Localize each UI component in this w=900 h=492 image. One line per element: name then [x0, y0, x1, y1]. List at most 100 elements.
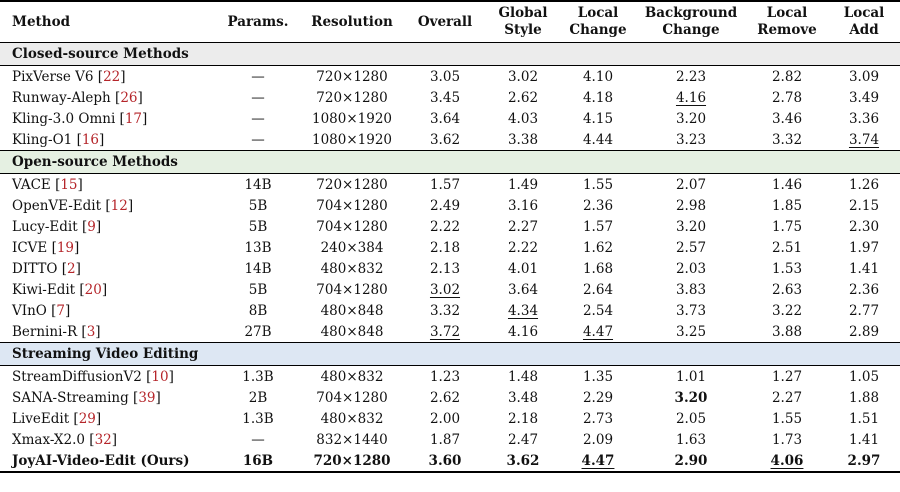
- score-value: 2.03: [675, 260, 707, 277]
- citation-link[interactable]: 10: [151, 368, 169, 385]
- score-value: 1.35: [582, 368, 614, 385]
- score-value: 3.72: [429, 323, 461, 340]
- method-cell: JoyAI-Video-Edit (Ours): [0, 450, 216, 473]
- score-cell-background-change: 3.25: [636, 321, 746, 343]
- score-value: 1.51: [848, 410, 880, 427]
- params-cell: 14B: [244, 176, 272, 193]
- score-value: 3.20: [674, 389, 708, 406]
- score-cell-background-change: 3.73: [636, 300, 746, 321]
- citation-link[interactable]: 17: [124, 110, 143, 127]
- table-row: Xmax-X2.0 [32] — 832×1440 1.87 2.47 2.09 1.63 1…: [0, 429, 900, 450]
- score-cell-local-change: 4.10: [560, 66, 636, 88]
- citation-link[interactable]: 19: [56, 239, 75, 256]
- score-value: 1.68: [582, 260, 614, 277]
- params-cell: —: [251, 68, 265, 85]
- score-cell-global-style: 4.03: [486, 108, 560, 129]
- section-header-row: Streaming Video Editing: [0, 342, 900, 366]
- score-value: 4.15: [582, 110, 614, 127]
- method-cell: VInO [7]: [12, 302, 71, 319]
- score-cell-local-add: 2.15: [828, 195, 900, 216]
- score-cell-background-change: 3.20: [636, 387, 746, 408]
- score-value: 3.64: [507, 281, 539, 298]
- score-value: 2.29: [582, 389, 614, 406]
- table-row: VACE [15] 14B 720×1280 1.57 1.49 1.55 2.07 1.46…: [0, 174, 900, 196]
- results-table: Method Params. Resolution Overall Global Styl…: [0, 1, 900, 473]
- params-cell: 13B: [244, 239, 272, 256]
- citation-link[interactable]: 2: [67, 260, 76, 277]
- score-value: 4.44: [582, 131, 614, 148]
- citation-link[interactable]: 22: [103, 68, 121, 85]
- score-value: 1.41: [848, 431, 880, 448]
- score-value: 3.73: [675, 302, 707, 319]
- score-cell-local-remove: 2.51: [746, 237, 828, 258]
- score-cell-global-style: 3.38: [486, 129, 560, 151]
- column-header-local-add: Local Add: [843, 5, 885, 38]
- table-row: Kling-O1 [16] — 1080×1920 3.62 3.38 4.44 3.23 3…: [0, 129, 900, 151]
- method-name: DITTO: [12, 260, 58, 277]
- citation-link[interactable]: 12: [110, 197, 128, 214]
- citation-link[interactable]: 16: [81, 131, 100, 148]
- score-value: 4.18: [582, 89, 614, 106]
- citation-link[interactable]: 9: [87, 218, 96, 235]
- method-cell: Bernini-R [3]: [12, 323, 101, 340]
- citation-link[interactable]: 3: [86, 323, 96, 340]
- score-cell-background-change: 1.01: [636, 366, 746, 388]
- score-cell-local-add: 1.41: [828, 429, 900, 450]
- section-header-row: Open-source Methods: [0, 150, 900, 174]
- score-value: 1.73: [771, 431, 803, 448]
- score-value: 4.34: [507, 302, 539, 319]
- resolution-cell: 1080×1920: [311, 110, 393, 127]
- score-cell-local-change: 1.35: [560, 366, 636, 388]
- score-cell-global-style: 1.48: [486, 366, 560, 388]
- score-value: 3.09: [848, 68, 880, 85]
- score-cell-local-remove: 3.22: [746, 300, 828, 321]
- citation-link[interactable]: 26: [120, 89, 138, 106]
- score-cell-background-change: 3.20: [636, 216, 746, 237]
- score-cell-overall: 3.05: [404, 66, 486, 88]
- score-cell-local-remove: 1.73: [746, 429, 828, 450]
- score-cell-global-style: 3.02: [486, 66, 560, 88]
- score-cell-overall: 2.18: [404, 237, 486, 258]
- params-cell: —: [251, 131, 265, 148]
- method-name: Bernini-R: [12, 323, 78, 340]
- table-row: PixVerse V6 [22] — 720×1280 3.05 3.02 4.10 2.2…: [0, 66, 900, 88]
- citation-link[interactable]: 39: [138, 389, 156, 406]
- score-value: 4.47: [582, 323, 614, 340]
- score-value: 3.02: [507, 68, 539, 85]
- score-value: 1.55: [771, 410, 803, 427]
- table-row: Kling-3.0 Omni [17] — 1080×1920 3.64 4.03 4.1…: [0, 108, 900, 129]
- score-value: 3.20: [675, 218, 707, 235]
- score-value: 4.06: [770, 452, 804, 469]
- column-header-overall: Overall: [417, 13, 473, 30]
- score-cell-local-change: 2.29: [560, 387, 636, 408]
- params-cell: 5B: [248, 281, 268, 298]
- score-value: 2.18: [507, 410, 539, 427]
- citation-link[interactable]: 7: [56, 302, 66, 319]
- score-cell-local-change: 1.55: [560, 174, 636, 196]
- column-header-resolution: Resolution: [311, 13, 393, 30]
- score-cell-global-style: 4.01: [486, 258, 560, 279]
- score-cell-local-change: 2.09: [560, 429, 636, 450]
- method-cell: ICVE [19]: [12, 239, 80, 256]
- resolution-cell: 832×1440: [316, 431, 388, 448]
- score-cell-local-change: 4.18: [560, 87, 636, 108]
- method-name: SANA-Streaming: [12, 389, 129, 406]
- score-cell-global-style: 3.64: [486, 279, 560, 300]
- score-cell-local-change: 4.47: [560, 321, 636, 343]
- score-cell-background-change: 1.63: [636, 429, 746, 450]
- table-row: Bernini-R [3] 27B 480×848 3.72 4.16 4.47 3.25 3…: [0, 321, 900, 343]
- resolution-cell: 480×848: [320, 323, 384, 340]
- score-cell-overall: 1.87: [404, 429, 486, 450]
- score-value: 4.01: [507, 260, 539, 277]
- score-value: 1.57: [582, 218, 614, 235]
- score-value: 3.64: [429, 110, 461, 127]
- citation-link[interactable]: 32: [94, 431, 112, 448]
- score-value: 2.47: [507, 431, 539, 448]
- score-cell-background-change: 2.98: [636, 195, 746, 216]
- citation-link[interactable]: 20: [84, 281, 102, 298]
- citation-link[interactable]: 15: [60, 176, 78, 193]
- method-cell: Runway-Aleph [26]: [12, 89, 143, 106]
- citation-link[interactable]: 29: [78, 410, 96, 427]
- table-header: Method Params. Resolution Overall Global Styl…: [0, 1, 900, 43]
- score-value: 1.53: [771, 260, 803, 277]
